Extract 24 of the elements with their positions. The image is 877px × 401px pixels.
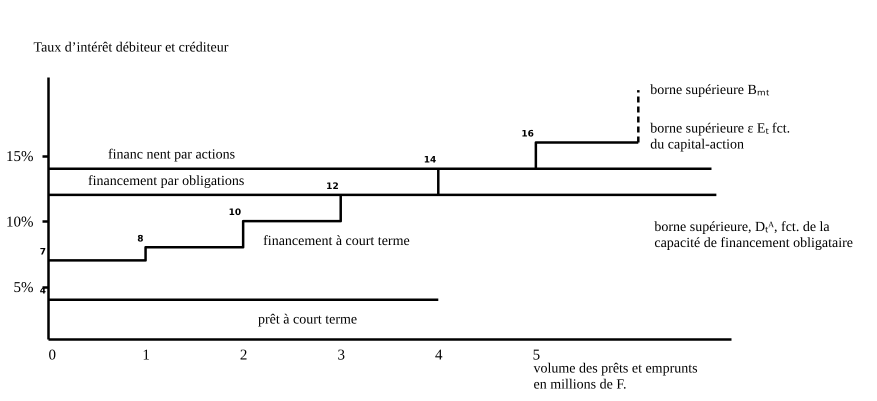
y-tick-label: 15% <box>6 149 34 166</box>
x-tick-label: 4 <box>435 348 444 364</box>
x-tick-label: 2 <box>240 348 248 364</box>
series-label: financ nent par actions <box>108 148 236 163</box>
x-axis-title: volume des prêts et emprunts en millions de F. <box>534 362 698 392</box>
data-label: 14 <box>424 156 436 166</box>
series-label: prêt à court terme <box>258 312 358 328</box>
annotation: borne supérieure Bₘₜ <box>650 83 770 98</box>
annotation: borne supérieure, Dₜᴬ, fct. de la capacité de financement obligataire <box>654 220 853 251</box>
y-axis-title: Taux d’intérêt débiteur et créditeur <box>34 40 229 56</box>
data-label: 16 <box>521 130 534 140</box>
x-tick-label: 0 <box>48 348 56 364</box>
series-label: financement par obligations <box>88 174 244 189</box>
annotation: borne supérieure ε Eₜ fct. du capital-action <box>650 122 790 152</box>
data-label: 12 <box>326 182 339 192</box>
x-tick-label: 3 <box>337 348 345 364</box>
data-label: 7 <box>40 247 46 258</box>
y-tick-label: 10% <box>6 214 34 231</box>
x-tick-label: 1 <box>142 348 150 364</box>
data-label: 8 <box>137 234 144 244</box>
y-tick-label: 5% <box>14 280 34 296</box>
x-tick-label: 5 <box>532 348 540 364</box>
data-label: 10 <box>228 208 242 218</box>
series-label: financement à court terme <box>263 234 410 250</box>
